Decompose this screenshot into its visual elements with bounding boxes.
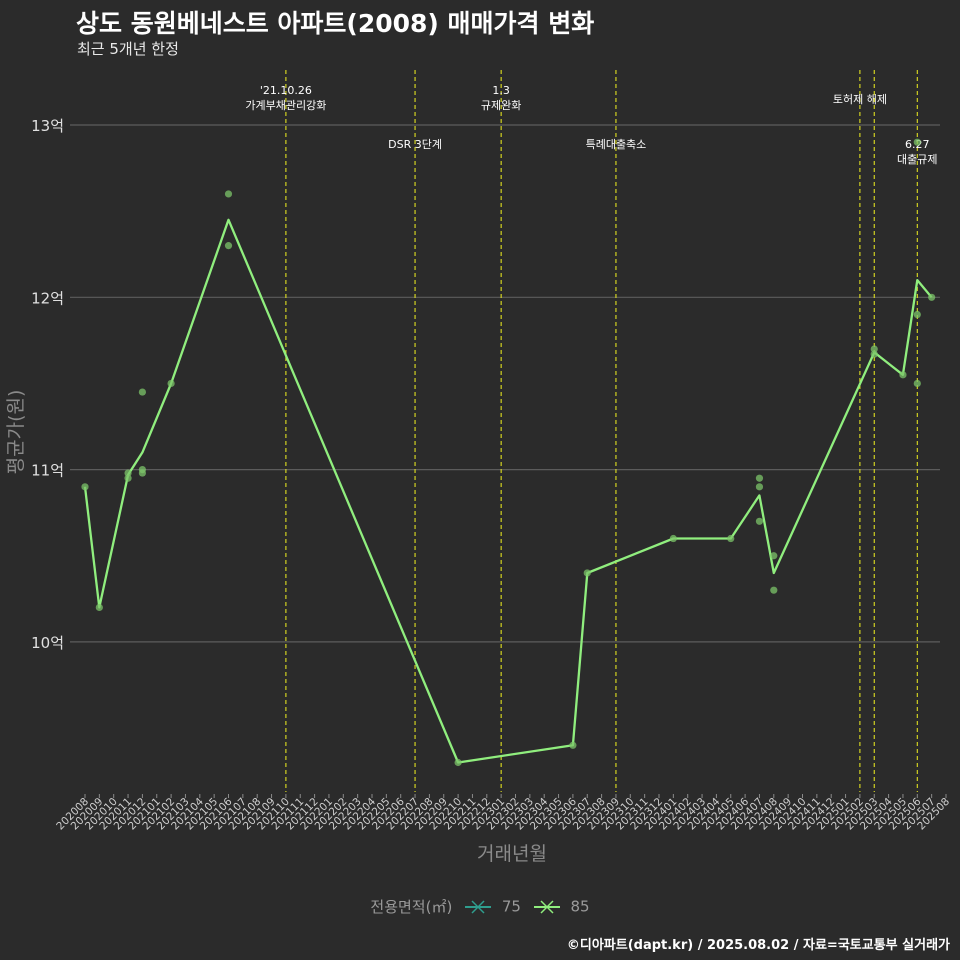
data-point (870, 345, 878, 353)
data-point (167, 379, 175, 388)
event-label: '21.10.26 (260, 84, 312, 97)
event-label: 1.3 (492, 84, 510, 97)
y-tick-label: 10억 (31, 634, 64, 652)
data-point (569, 741, 577, 749)
data-point (95, 603, 103, 612)
legend-title: 전용면적(㎡) (370, 898, 453, 916)
data-point (870, 350, 878, 358)
data-point (913, 379, 921, 388)
x-axis-label: 거래년월 (477, 843, 547, 865)
data-point (138, 469, 146, 477)
data-point (727, 534, 735, 543)
data-point (124, 469, 132, 477)
series-line-85 (83, 218, 933, 764)
data-point (913, 310, 921, 319)
data-point (899, 371, 907, 379)
data-point (755, 474, 764, 482)
data-point (81, 483, 89, 491)
data-point (755, 517, 764, 525)
y-axis-label: 평균가(원) (5, 390, 27, 475)
source-caption: ©디아파트(dapt.kr) / 2025.08.02 / 자료=국토교통부 실… (566, 938, 950, 953)
event-label: 토허제 해제 (833, 92, 887, 106)
data-point (224, 242, 233, 250)
data-point (454, 758, 462, 767)
data-point (583, 569, 591, 577)
y-axis: 10억 11억 12억 13억 (31, 117, 64, 652)
chart-subtitle: 최근 5개년 한정 (77, 40, 179, 58)
data-point (224, 190, 233, 198)
legend: 전용면적(㎡) 75 85 (0, 896, 960, 917)
y-tick-label: 12억 (31, 289, 64, 307)
data-point (770, 586, 778, 594)
event-label: DSR 3단계 (388, 138, 442, 151)
series-lines (83, 218, 933, 764)
data-point (770, 552, 778, 560)
legend-label-75: 75 (501, 897, 521, 916)
event-label: 규제완화 (481, 99, 521, 112)
data-point (669, 534, 677, 543)
x-axis: 2020082020092020102020112020122021012021… (54, 794, 952, 832)
data-point (913, 138, 921, 146)
series-points (81, 138, 936, 767)
grid-lines (70, 124, 940, 643)
data-point (928, 293, 936, 301)
data-point (755, 483, 764, 491)
chart-title: 상도 동원베네스트 아파트(2008) 매매가격 변화 (76, 9, 595, 38)
data-point (124, 474, 132, 482)
legend-key-85 (533, 899, 560, 914)
event-label: 특례대출축소 (586, 138, 647, 151)
y-tick-label: 11억 (31, 462, 64, 480)
event-label: 대출규제 (897, 153, 937, 166)
data-point (138, 388, 146, 396)
legend-key-75 (465, 899, 492, 914)
y-tick-label: 13억 (31, 117, 64, 135)
legend-label-85: 85 (570, 897, 590, 916)
event-label: 가계부채관리강화 (245, 99, 326, 112)
